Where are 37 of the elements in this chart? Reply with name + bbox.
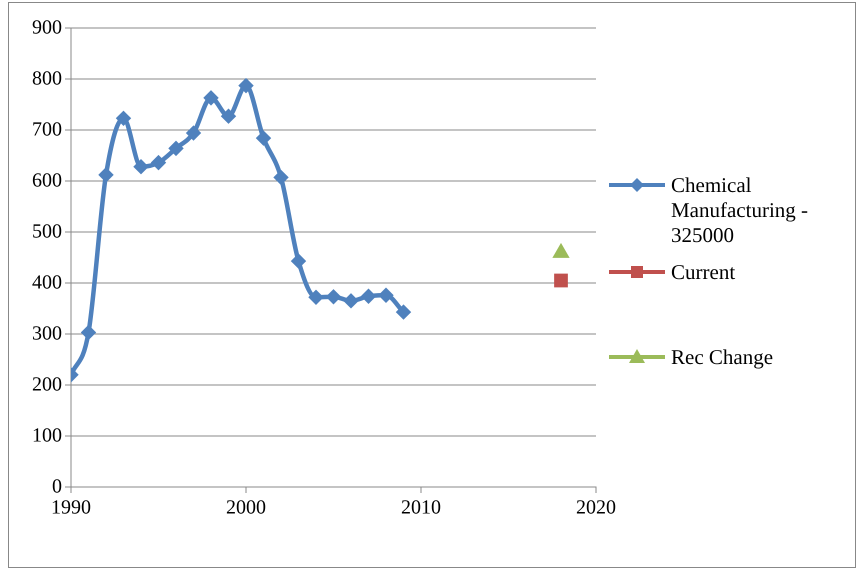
x-tick-label: 1990	[51, 496, 91, 518]
point	[186, 126, 201, 141]
legend-label: Current	[671, 260, 736, 284]
point	[98, 167, 114, 182]
point	[554, 274, 568, 288]
y-tick-label: 100	[32, 424, 62, 446]
point	[151, 155, 166, 170]
y-tick-label: 300	[32, 322, 62, 344]
point	[344, 293, 358, 308]
y-tick-label: 200	[32, 373, 62, 396]
y-tick-label: 800	[32, 67, 62, 90]
point	[378, 288, 394, 303]
y-tick-label: 400	[32, 271, 62, 294]
x-tick-label: 2000	[226, 496, 266, 518]
y-tick-label: 900	[32, 16, 62, 38]
point	[396, 304, 411, 320]
y-tick-label: 500	[32, 220, 62, 242]
point	[274, 170, 288, 185]
point	[134, 159, 148, 174]
point	[116, 110, 131, 126]
point	[326, 289, 341, 304]
point	[291, 254, 306, 269]
point	[81, 324, 96, 340]
point	[308, 290, 324, 305]
legend-label: Chemical Manufacturing - 325000	[671, 173, 808, 247]
point	[238, 78, 254, 94]
y-tick-label: 600	[32, 169, 62, 192]
point	[204, 90, 218, 106]
x-tick-label: 2010	[401, 496, 441, 518]
x-tick-label: 2020	[576, 496, 616, 518]
y-tick-label: 700	[32, 118, 62, 140]
legend-label: Rec Change	[671, 345, 774, 369]
point	[361, 288, 376, 304]
point	[221, 108, 236, 124]
point	[168, 140, 184, 156]
point	[256, 130, 271, 146]
y-tick-label: 0	[52, 475, 62, 498]
